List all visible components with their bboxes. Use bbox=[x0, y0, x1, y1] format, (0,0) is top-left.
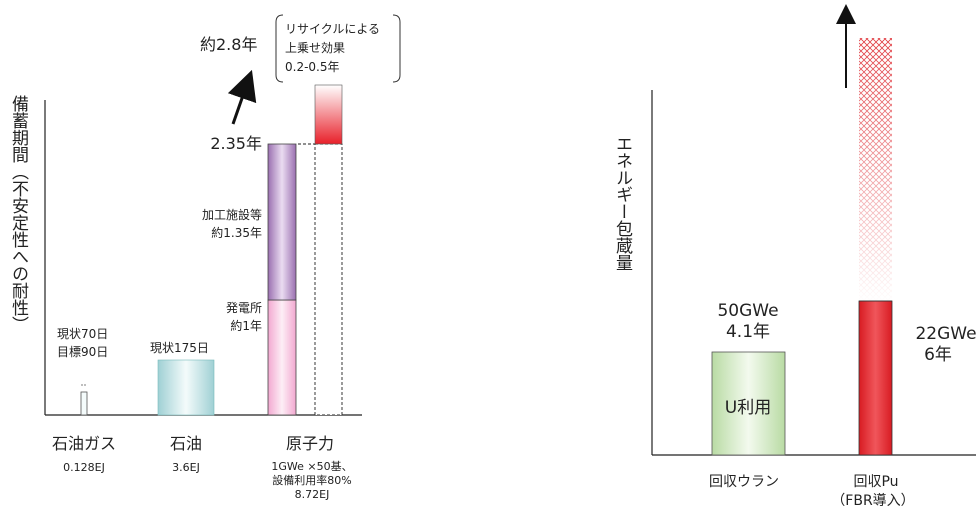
bar-recovered-uranium-label-2: 4.1年 bbox=[726, 322, 770, 342]
bar-nuclear-fuel-label-2: 約1.35年 bbox=[211, 225, 262, 240]
bracket-line-3: 0.2-0.5年 bbox=[285, 60, 340, 74]
cat-nuclear-sub-1: 1GWe ×50基、 bbox=[271, 460, 352, 473]
bar-nuclear-plant-label-1: 発電所 bbox=[226, 301, 262, 315]
bar-recovered-pu bbox=[858, 300, 893, 456]
left-y-axis-label: 備蓄期間（不安定性への耐性） bbox=[8, 95, 29, 333]
bar-nuclear-plant bbox=[267, 299, 297, 416]
bracket-right bbox=[392, 14, 401, 83]
bar-nuclear-plant-label-2: 約1年 bbox=[230, 318, 262, 333]
recycle-arrow-label: 約2.8年 bbox=[200, 35, 257, 54]
bracket-line-2: 上乗せ効果 bbox=[285, 40, 345, 55]
bar-nuclear-recycle-base bbox=[314, 143, 343, 416]
bar-nuclear-fuel bbox=[267, 143, 297, 301]
cat-recovered-pu: 回収Pu bbox=[853, 474, 898, 490]
bar-nuclear-total-label: 2.35年 bbox=[210, 134, 262, 153]
right-chart: エネルギー包蔵量 U利用 50GWe 4.1年 22GWe 6年 回収ウラン 回… bbox=[612, 4, 976, 509]
bar-recovered-uranium-inner: U利用 bbox=[725, 398, 771, 418]
bar-recovered-pu-label-2: 6年 bbox=[924, 345, 952, 365]
cat-recovered-pu-sub: （FBR導入） bbox=[831, 493, 914, 509]
bar-oil-label: 現状175日 bbox=[150, 341, 209, 355]
bar-lpg bbox=[80, 391, 88, 416]
bar-recovered-pu-label-1: 22GWe bbox=[915, 324, 976, 344]
bar-recovered-pu-extension bbox=[859, 38, 892, 301]
bracket-left bbox=[275, 14, 284, 83]
bar-lpg-label-2: 目標90日 bbox=[57, 345, 108, 359]
bar-recovered-uranium-label-1: 50GWe bbox=[717, 301, 778, 321]
bar-oil bbox=[157, 359, 215, 416]
cat-recovered-uranium: 回収ウラン bbox=[709, 474, 779, 490]
right-y-axis-label: エネルギー包蔵量 bbox=[612, 135, 633, 271]
left-chart: 備蓄期間（不安定性への耐性） 現状70日 目標90日 現状175日 発電所 約1… bbox=[8, 14, 401, 501]
recycle-arrow bbox=[227, 69, 257, 125]
cat-lpg: 石油ガス bbox=[52, 434, 116, 453]
cat-lpg-sub: 0.128EJ bbox=[63, 461, 105, 474]
cat-nuclear-sub-2: 設備利用率80% bbox=[272, 473, 351, 487]
cat-nuclear: 原子力 bbox=[286, 434, 334, 453]
cat-oil: 石油 bbox=[170, 434, 202, 453]
bar-nuclear-recycle-extra bbox=[314, 84, 343, 145]
bar-nuclear-fuel-label-1: 加工施設等 bbox=[202, 207, 262, 222]
cat-nuclear-sub-3: 8.72EJ bbox=[295, 488, 330, 501]
bracket-line-1: リサイクルによる bbox=[285, 22, 380, 36]
bar-lpg-label-1: 現状70日 bbox=[57, 327, 108, 341]
bar-recovered-uranium bbox=[711, 351, 786, 456]
cat-oil-sub: 3.6EJ bbox=[172, 461, 200, 474]
